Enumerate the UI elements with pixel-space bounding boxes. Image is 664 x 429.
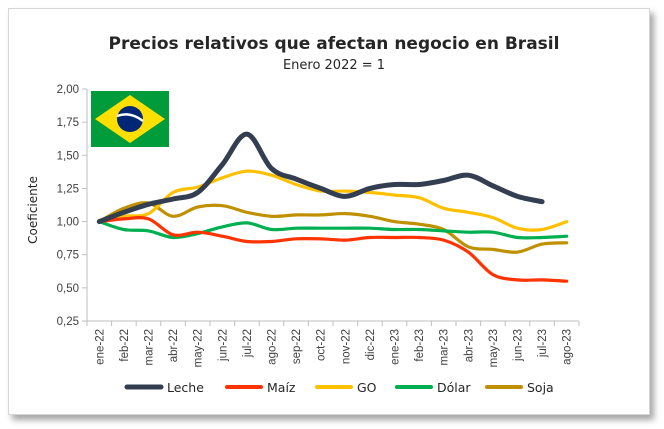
y-tick-label: 1,50	[57, 150, 79, 162]
flag-band	[116, 113, 144, 123]
x-tick-label: may-22	[193, 329, 205, 367]
x-tick-label: abr-23	[463, 329, 475, 362]
legend: Leche Maíz GO Dólar Soja	[124, 380, 554, 395]
y-tick-label: 0,75	[57, 250, 79, 262]
x-tick-label: jul-23	[537, 329, 549, 358]
series-line-dolar	[97, 220, 569, 240]
y-axis-label: Coeficiente	[26, 176, 40, 244]
x-tick-label: sep-22	[291, 329, 303, 364]
chart-subtitle: Enero 2022 = 1	[283, 58, 385, 73]
x-tick-label: dic-22	[365, 329, 377, 360]
x-tick-label: mar-23	[439, 329, 451, 365]
series-line-maiz	[97, 216, 569, 283]
x-tick-label: ene-22	[94, 329, 106, 365]
legend-label-leche: Leche	[167, 380, 204, 395]
x-tick-label: jun-23	[513, 329, 525, 362]
legend-label-soja: Soja	[527, 380, 554, 395]
x-tick-label: ene-23	[390, 329, 402, 365]
flag-globe	[117, 106, 143, 132]
x-tick-label: may-23	[488, 329, 500, 367]
y-tick-label: 2,00	[57, 84, 79, 96]
line-chart: Precios relativos que afectan negocio en…	[26, 34, 580, 395]
x-tick-label: nov-22	[340, 329, 352, 364]
series-line-soja	[97, 201, 569, 254]
x-tick-label: feb-22	[119, 329, 131, 362]
x-tick-label: jul-22	[242, 329, 254, 358]
series-lines	[96, 131, 569, 283]
y-ticks: 0,25 0,50 0,75 1,00 1,25 1,50 1,75 2,00	[57, 84, 87, 328]
x-ticks: ene-22 feb-22 mar-22 abr-22 may-22 jun-22 jul-…	[86, 321, 580, 367]
chart-frame: Precios relativos que afectan negocio en…	[8, 8, 650, 415]
y-tick-label: 1,00	[57, 217, 79, 229]
y-tick-label: 0,50	[57, 283, 79, 295]
legend-label-go: GO	[357, 380, 377, 395]
x-tick-label: feb-23	[414, 329, 426, 362]
y-tick-label: 1,75	[57, 117, 79, 129]
x-tick-label: ago-22	[267, 329, 279, 365]
chart-title: Precios relativos que afectan negocio en…	[109, 34, 560, 54]
brazil-flag	[91, 91, 169, 147]
x-tick-label: mar-22	[144, 329, 156, 365]
x-tick-label: oct-22	[316, 329, 328, 361]
y-tick-label: 0,25	[57, 316, 79, 328]
legend-label-maiz: Maíz	[267, 380, 296, 395]
y-tick-label: 1,25	[57, 183, 79, 195]
x-tick-label: abr-22	[168, 329, 180, 362]
series-line-leche	[96, 131, 545, 225]
x-tick-label: ago-23	[562, 329, 574, 365]
legend-label-dolar: Dólar	[437, 380, 471, 395]
x-tick-label: jun-22	[217, 329, 229, 362]
